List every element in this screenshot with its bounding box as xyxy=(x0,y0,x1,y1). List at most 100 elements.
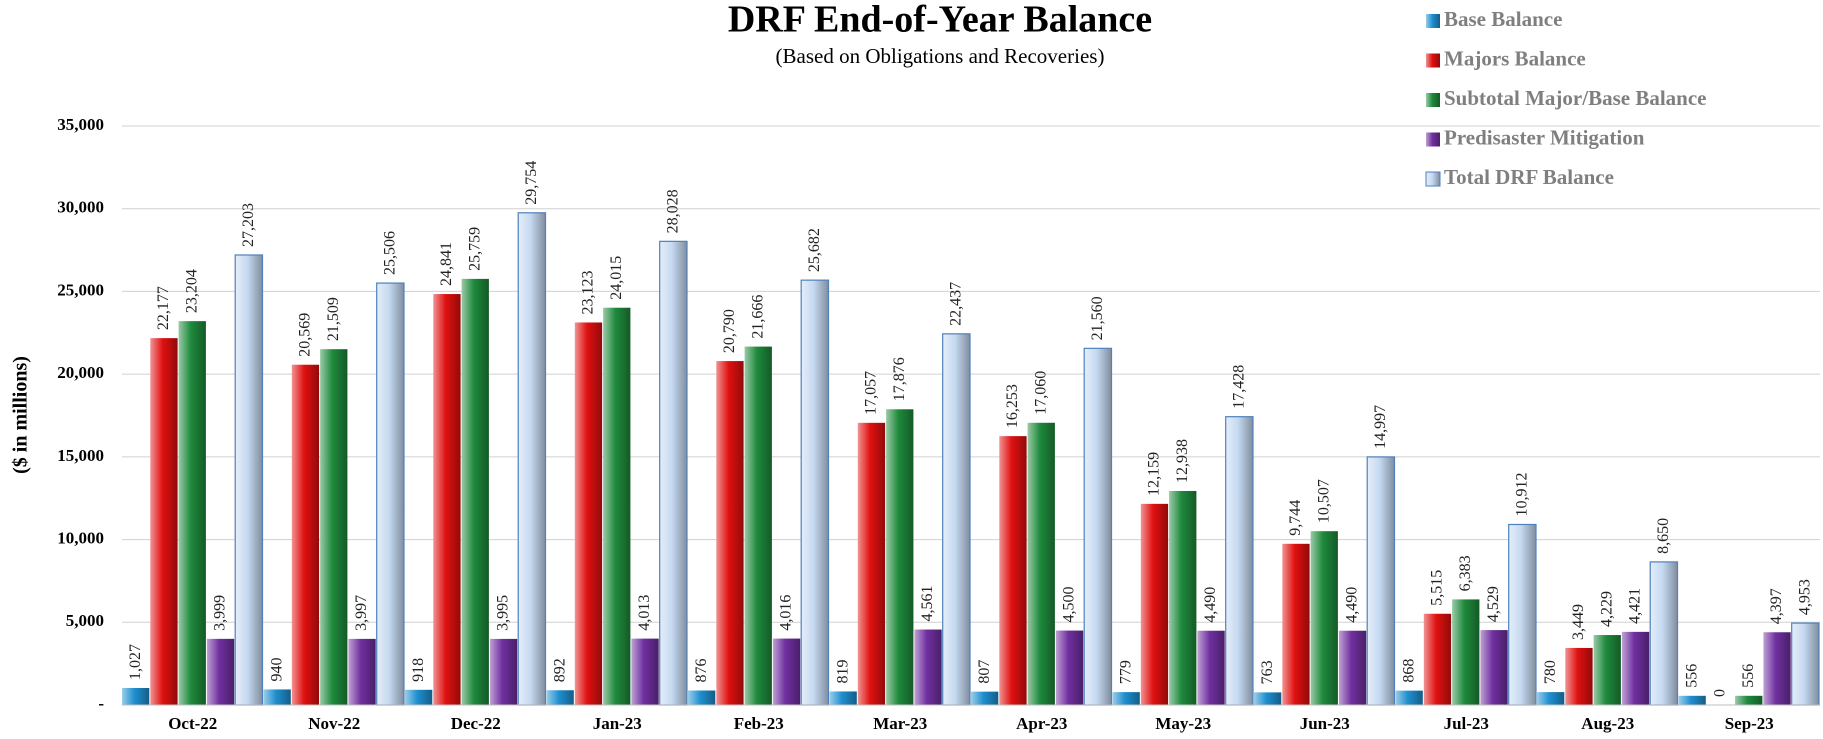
value-label: 556 xyxy=(1683,664,1700,688)
bar xyxy=(772,638,801,705)
value-label: 6,383 xyxy=(1457,555,1474,591)
value-label: 12,938 xyxy=(1174,439,1191,483)
bar xyxy=(716,361,744,705)
value-label: 25,682 xyxy=(806,228,823,272)
value-label: 10,912 xyxy=(1514,472,1531,516)
legend-swatch xyxy=(1425,171,1441,187)
bar xyxy=(348,638,376,705)
x-tick-label: Feb-23 xyxy=(734,714,784,733)
bar xyxy=(1395,690,1423,705)
bar xyxy=(800,279,830,706)
bar xyxy=(744,346,772,705)
bar xyxy=(857,422,886,705)
value-label: 780 xyxy=(1542,660,1559,684)
y-tick-label: 35,000 xyxy=(57,115,104,134)
bar xyxy=(206,638,235,705)
value-label: 20,569 xyxy=(297,313,314,357)
value-label: 4,490 xyxy=(1202,587,1219,623)
bar xyxy=(1565,647,1593,705)
bar xyxy=(1310,531,1338,705)
bar xyxy=(574,322,603,705)
y-tick-label: 25,000 xyxy=(57,280,104,299)
x-tick-label: Apr-23 xyxy=(1016,714,1067,733)
value-label: 28,028 xyxy=(665,189,682,233)
value-label: 4,016 xyxy=(778,595,795,631)
x-tick-label: Nov-22 xyxy=(308,714,360,733)
y-tick-label: - xyxy=(98,694,104,713)
value-label: 9,744 xyxy=(1287,500,1304,536)
value-label: 23,123 xyxy=(580,270,597,314)
bar xyxy=(1083,347,1113,706)
y-tick-label: 10,000 xyxy=(57,528,104,547)
bar xyxy=(291,364,320,705)
value-label: 1,027 xyxy=(127,644,144,680)
bar xyxy=(178,321,206,705)
legend-label: Subtotal Major/Base Balance xyxy=(1444,86,1707,110)
legend-label: Base Balance xyxy=(1444,7,1562,31)
value-label: 20,790 xyxy=(721,309,738,353)
bar xyxy=(122,688,150,705)
bar xyxy=(1366,456,1396,706)
bar xyxy=(1735,695,1763,705)
bar xyxy=(1282,543,1310,705)
value-label: 4,421 xyxy=(1627,588,1644,624)
value-label: 21,666 xyxy=(749,295,766,339)
x-tick-label: Jan-23 xyxy=(593,714,642,733)
value-label: 556 xyxy=(1740,664,1757,688)
x-tick-label: Mar-23 xyxy=(873,714,927,733)
value-label: 17,057 xyxy=(863,371,880,415)
value-label: 4,953 xyxy=(1797,579,1814,615)
y-axis-title: ($ in millions) xyxy=(10,356,32,474)
bar xyxy=(517,212,547,706)
bar xyxy=(1027,422,1055,705)
bar xyxy=(1537,692,1565,705)
bar xyxy=(942,333,971,706)
value-label: 876 xyxy=(693,659,710,683)
value-label: 21,509 xyxy=(325,297,342,341)
bar xyxy=(1791,622,1820,706)
bar xyxy=(1452,599,1480,705)
value-label: 918 xyxy=(410,658,427,682)
bar xyxy=(1055,630,1084,705)
legend-label: Majors Balance xyxy=(1444,46,1586,70)
bar xyxy=(631,638,659,705)
bar xyxy=(1508,523,1537,706)
bar xyxy=(1169,490,1197,705)
value-label: 5,515 xyxy=(1429,570,1446,606)
legend-swatch xyxy=(1426,53,1440,68)
y-tick-label: 20,000 xyxy=(57,363,104,382)
bar xyxy=(1140,503,1169,705)
value-label: 12,159 xyxy=(1146,452,1163,496)
bar xyxy=(688,690,716,705)
bar xyxy=(999,436,1027,705)
bar xyxy=(461,278,489,705)
y-tick-label: 5,000 xyxy=(66,611,104,630)
chart-subtitle: (Based on Obligations and Recoveries) xyxy=(776,44,1105,68)
x-tick-label: Aug-23 xyxy=(1581,714,1634,733)
value-label: 3,995 xyxy=(495,595,512,631)
value-label: 16,253 xyxy=(1004,384,1021,428)
value-label: 807 xyxy=(976,660,993,684)
bar xyxy=(1112,692,1140,705)
bar xyxy=(1621,631,1650,705)
value-label: 0 xyxy=(1712,689,1729,697)
value-label: 3,997 xyxy=(353,595,370,631)
value-label: 892 xyxy=(551,658,568,682)
value-label: 4,500 xyxy=(1061,587,1078,623)
bar xyxy=(886,409,914,705)
legend-label: Total DRF Balance xyxy=(1444,165,1614,189)
value-label: 29,754 xyxy=(523,161,540,205)
bar xyxy=(829,691,857,705)
bar xyxy=(405,689,433,705)
bar xyxy=(659,240,688,706)
value-label: 24,841 xyxy=(438,242,455,286)
value-label: 17,428 xyxy=(1231,365,1248,409)
bar xyxy=(1480,630,1508,705)
y-tick-label: 15,000 xyxy=(57,446,104,465)
legend-swatch xyxy=(1426,132,1440,147)
value-label: 25,506 xyxy=(382,231,399,275)
x-tick-label: Sep-23 xyxy=(1725,714,1774,733)
x-tick-label: May-23 xyxy=(1155,714,1211,733)
bar xyxy=(234,254,264,706)
